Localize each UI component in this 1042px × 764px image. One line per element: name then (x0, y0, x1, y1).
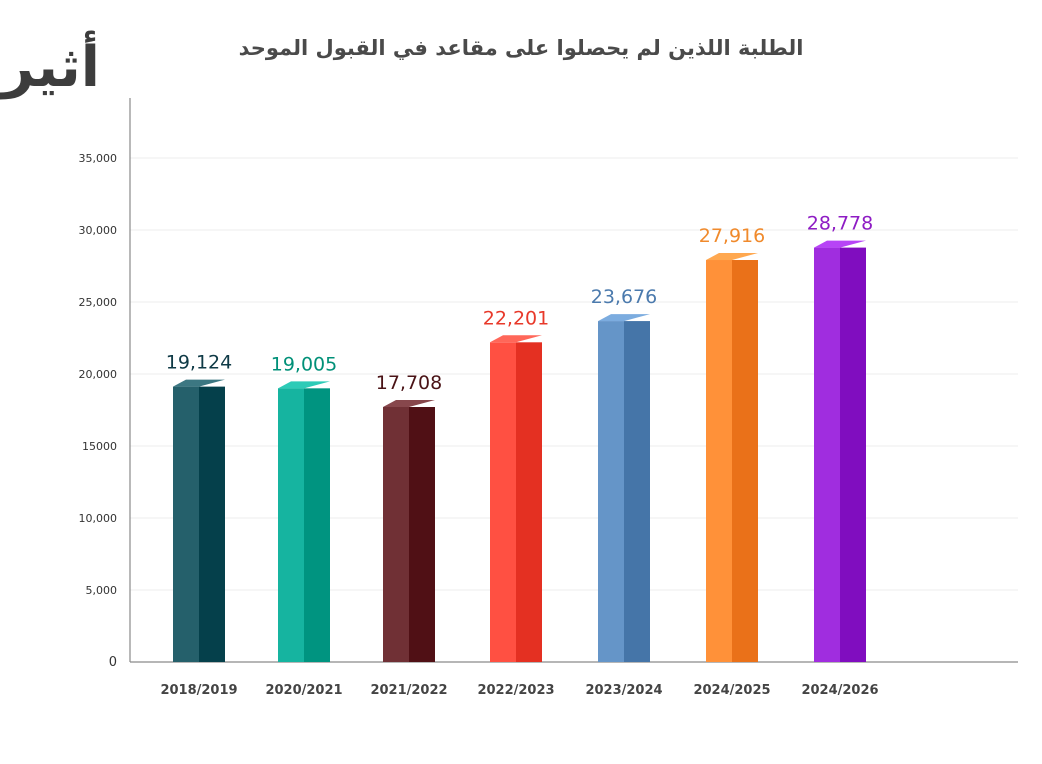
bar-face-right (732, 260, 758, 662)
bar-face-right (516, 342, 542, 662)
brand-logo: أثير (2, 35, 100, 100)
bar-top (490, 335, 542, 343)
bar-value-label: 22,201 (483, 307, 549, 329)
bar-value-label: 27,916 (699, 225, 765, 247)
bar (173, 379, 225, 662)
bar-face-left (278, 388, 304, 662)
bar-value-label: 17,708 (376, 372, 442, 394)
y-tick-label: 10,000 (79, 512, 118, 525)
bar-face-left (598, 321, 624, 662)
x-tick-label: 2022/2023 (477, 683, 554, 698)
bar-face-right (624, 321, 650, 662)
bar-top (814, 240, 866, 248)
bar-top (383, 400, 435, 408)
y-tick-label: 35,000 (79, 152, 118, 165)
y-tick-label: 20,000 (79, 368, 118, 381)
bar (598, 314, 650, 662)
x-tick-label: 2023/2024 (585, 683, 662, 698)
bar-face-right (840, 247, 866, 662)
x-tick-label: 2020/2021 (265, 683, 342, 698)
y-tick-label: 30,000 (79, 224, 118, 237)
bar-face-left (814, 247, 840, 662)
bar (490, 335, 542, 662)
bar-face-right (409, 407, 435, 662)
bar-top (173, 379, 225, 387)
y-tick-label: 25,000 (79, 296, 118, 309)
y-tick-label: 0 (109, 655, 117, 670)
bar (814, 240, 866, 662)
bar (706, 253, 758, 662)
bar-value-label: 19,124 (166, 352, 232, 374)
bar-face-left (490, 342, 516, 662)
x-tick-label: 2024/2025 (693, 683, 770, 698)
bar-face-right (199, 386, 225, 662)
bar-face-left (173, 386, 199, 662)
x-tick-label: 2021/2022 (370, 683, 447, 698)
chart-title: الطلبة اللذين لم يحصلوا على مقاعد في الق… (238, 36, 804, 60)
bar-top (278, 381, 330, 389)
bar-top (706, 253, 758, 261)
x-tick-label: 2024/2026 (801, 683, 878, 698)
bar-face-left (383, 407, 409, 662)
bar (383, 400, 435, 662)
y-tick-label: 5,000 (86, 584, 118, 597)
bar-top (598, 314, 650, 322)
bar-value-label: 23,676 (591, 286, 657, 308)
x-tick-label: 2018/2019 (160, 683, 237, 698)
bar-value-label: 28,778 (807, 213, 873, 235)
bar (278, 381, 330, 662)
bar-face-right (304, 388, 330, 662)
y-tick-label: 15000 (82, 440, 117, 453)
bar-face-left (706, 260, 732, 662)
bar-value-label: 19,005 (271, 353, 337, 375)
